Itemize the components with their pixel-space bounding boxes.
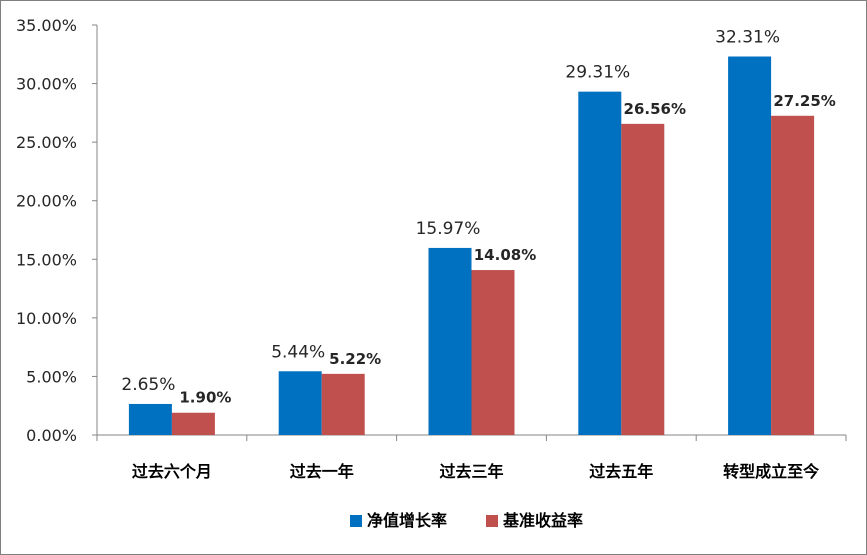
data-label-series-1: 5.44%: [271, 342, 325, 362]
bar-series-1: [728, 56, 772, 436]
bars: [128, 56, 815, 436]
y-tick-label: 0.00%: [26, 426, 77, 445]
y-tick-label: 20.00%: [16, 192, 77, 211]
data-label-series-2: 27.25%: [773, 92, 835, 110]
bar-series-1: [428, 247, 472, 435]
x-category-label: 过去三年: [439, 462, 503, 481]
y-tick-label: 25.00%: [16, 133, 77, 152]
y-tick-label: 5.00%: [26, 367, 77, 386]
data-label-series-1: 32.31%: [715, 28, 780, 48]
y-tick-label: 35.00%: [16, 16, 77, 35]
y-tick-label: 30.00%: [16, 75, 77, 94]
x-category-label: 过去五年: [589, 462, 653, 481]
y-axis: 0.00% 5.00% 10.00% 15.00% 20.00% 25.00% 30.00%…: [16, 16, 98, 445]
bar-series-2: [771, 115, 815, 436]
data-label-series-1: 15.97%: [416, 219, 481, 239]
x-category-label: 过去六个月: [132, 462, 212, 481]
x-category-label: 过去一年: [290, 462, 354, 481]
bar-series-1: [578, 91, 622, 435]
bar-series-1: [278, 371, 322, 435]
x-axis: 过去六个月 过去一年 过去三年 过去五年 转型成立至今: [96, 434, 847, 481]
bar-series-2: [321, 373, 365, 435]
bar-series-2: [471, 270, 515, 435]
data-labels: 2.65%1.90% 5.44% 5.22% 15.97% 14.08% 29.31% 26…: [121, 28, 835, 407]
data-label-series-2: 26.56%: [624, 100, 686, 118]
legend-swatch-series-1: [350, 515, 362, 527]
y-tick-label: 10.00%: [16, 309, 77, 328]
legend-label-series-1: 净值增长率: [367, 511, 447, 530]
legend-swatch-series-2: [486, 515, 498, 527]
data-label-series-1: 2.65%: [121, 375, 175, 395]
legend-label-series-2: 基准收益率: [502, 511, 583, 530]
data-label-series-2: 1.90%: [179, 389, 231, 407]
y-tick-label: 15.00%: [16, 250, 77, 269]
legend: 净值增长率 基准收益率: [350, 511, 583, 530]
bar-series-1: [128, 403, 172, 435]
data-label-series-2: 5.22%: [329, 350, 381, 368]
data-label-series-2: 14.08%: [474, 246, 536, 264]
x-category-label: 转型成立至今: [723, 462, 819, 481]
data-label-series-1: 29.31%: [565, 63, 630, 83]
bar-series-2: [621, 123, 665, 436]
bar-series-2: [171, 412, 215, 435]
